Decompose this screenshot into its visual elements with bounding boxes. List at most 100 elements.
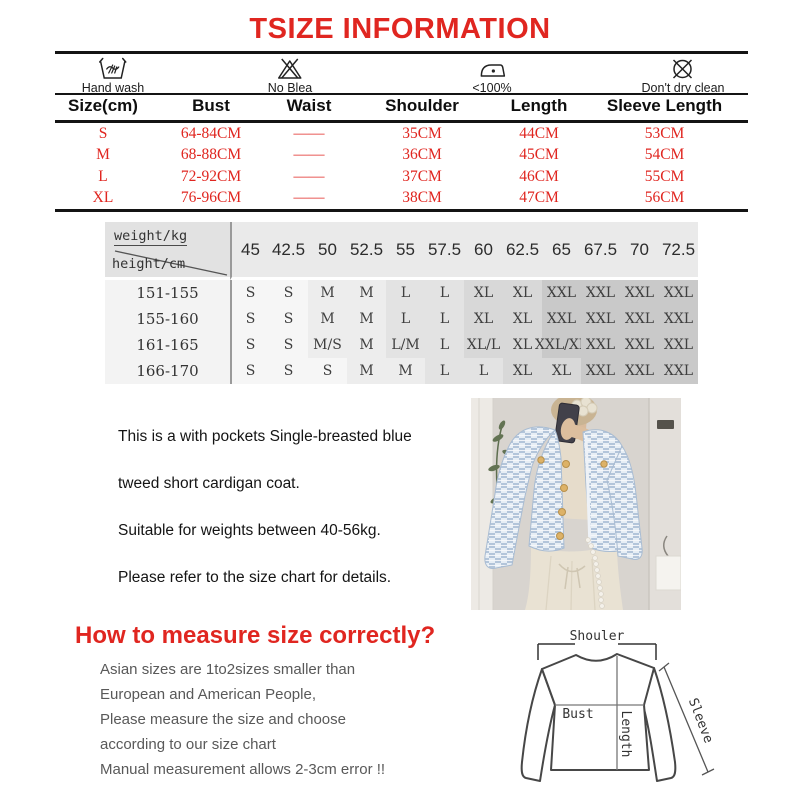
fit-matrix-cell: XL xyxy=(503,280,542,306)
fit-matrix-cell: M xyxy=(386,358,425,384)
right-sleeve-outline xyxy=(642,667,677,782)
description-line: Suitable for weights between 40-56kg. xyxy=(118,522,381,539)
iron-max-icon xyxy=(480,64,505,77)
corner-weight-label: weight/kg xyxy=(114,228,188,246)
fit-matrix-weight-header: 65 xyxy=(542,222,581,280)
description-line: Please refer to the size chart for detai… xyxy=(118,569,392,586)
fit-matrix-cell: XXL xyxy=(581,306,620,332)
size-table-cell: 54CM xyxy=(644,146,685,164)
sleeve-line xyxy=(663,666,709,773)
fit-matrix-cell: XXL xyxy=(659,332,698,358)
size-table-row: M 68-88CM —— 36CM 45CM 54CM xyxy=(55,145,748,167)
fit-matrix-cell: XL xyxy=(503,332,542,358)
size-table-size: M xyxy=(96,146,110,164)
fit-matrix-weight-header: 42.5 xyxy=(269,222,308,280)
size-table-row: L 72-92CM —— 37CM 46CM 55CM xyxy=(55,166,748,188)
fit-matrix-cell: XXL xyxy=(620,358,659,384)
fit-matrix-weight-header: 60 xyxy=(464,222,503,280)
size-table-cell: 47CM xyxy=(519,189,559,207)
fit-matrix-cell: S xyxy=(269,332,308,358)
care-item-no-bleach: No Blea xyxy=(268,57,312,95)
size-table-header: Length xyxy=(510,95,568,115)
fit-matrix-cell: M/S xyxy=(308,332,347,358)
fit-matrix-cell: XXL xyxy=(581,280,620,306)
description-line: tweed short cardigan coat. xyxy=(118,475,300,492)
fit-matrix-cell: L xyxy=(425,358,464,384)
care-label: Hand wash xyxy=(81,81,145,95)
fit-matrix-cell: L xyxy=(464,358,503,384)
fit-matrix-cell: M xyxy=(308,280,347,306)
size-table-size: S xyxy=(98,124,108,142)
fit-matrix-corner: weight/kg height/cm xyxy=(105,222,230,280)
body-outline xyxy=(541,653,655,771)
measure-note-line: Asian sizes are 1to2sizes smaller than xyxy=(100,661,356,678)
no-dry-clean-icon xyxy=(673,59,693,79)
fit-matrix-cell: S xyxy=(308,358,347,384)
size-table-cell: 56CM xyxy=(644,189,685,207)
fit-matrix-weight-header: 52.5 xyxy=(347,222,386,280)
size-table-row: S 64-84CM —— 35CM 44CM 53CM xyxy=(55,123,748,145)
fit-matrix-cell: L xyxy=(386,280,425,306)
fit-matrix-cell: XXL xyxy=(581,358,620,384)
size-table-cell: —— xyxy=(293,146,325,164)
fit-matrix-cell: XXL xyxy=(581,332,620,358)
size-table-cell: 38CM xyxy=(402,189,442,207)
fit-matrix-cell: XXL xyxy=(620,306,659,332)
fit-matrix-cell: XL xyxy=(464,280,503,306)
shoulder-label: Shouler xyxy=(570,629,625,644)
size-table-cell: 72-92CM xyxy=(180,167,242,185)
size-table-size: XL xyxy=(92,189,114,207)
measure-note-line: European and American People, xyxy=(100,686,316,703)
hand-wash-icon xyxy=(99,57,127,79)
fit-matrix-cell: L xyxy=(425,306,464,332)
fit-matrix-cell: S xyxy=(230,306,269,332)
length-label: Length xyxy=(618,711,633,758)
size-table-cell: 53CM xyxy=(644,124,685,142)
care-label: No Blea xyxy=(267,81,313,95)
size-table-cell: 76-96CM xyxy=(180,189,242,207)
fit-matrix-cell: M xyxy=(347,280,386,306)
fit-matrix-weight-header: 57.5 xyxy=(425,222,464,280)
size-table-cell: —— xyxy=(293,124,325,142)
care-label: Don't dry clean xyxy=(641,81,725,95)
fit-matrix-cell: S xyxy=(269,306,308,332)
care-item-iron: <100% xyxy=(472,57,512,95)
fit-matrix-cell: XXL xyxy=(659,280,698,306)
fit-matrix-weight-header: 45 xyxy=(230,222,269,280)
fit-matrix-cell: M xyxy=(347,306,386,332)
fit-matrix-cell: S xyxy=(230,332,269,358)
size-table-cell: 68-88CM xyxy=(180,146,242,164)
size-table-header: Size(cm) xyxy=(68,95,138,115)
size-table-cell: 45CM xyxy=(519,146,559,164)
fit-matrix-height-header: 161-165 xyxy=(105,332,230,358)
size-table-cell: 46CM xyxy=(519,167,559,185)
care-item-hand-wash: Hand wash xyxy=(81,57,145,95)
fit-matrix-cell: L xyxy=(425,280,464,306)
size-table-cell: —— xyxy=(293,167,325,185)
measure-heading: How to measure size correctly? xyxy=(75,622,436,649)
size-table-cell: 36CM xyxy=(402,146,442,164)
fit-matrix-cell: XL xyxy=(464,306,503,332)
fit-matrix-cell: XXL xyxy=(542,306,581,332)
fit-matrix: weight/kg height/cm 45 42.5 50 52.5 55 57.5 60… xyxy=(105,222,698,384)
sleeve-label: Sleeve xyxy=(685,696,716,745)
fit-matrix-cell: XL xyxy=(542,358,581,384)
fit-matrix-cell: XXL xyxy=(659,306,698,332)
size-table-header: Sleeve Length xyxy=(606,95,723,115)
fit-matrix-cell: XL/L xyxy=(464,332,503,358)
diagonal-divider xyxy=(114,250,228,276)
size-table-cell: 35CM xyxy=(402,124,442,142)
fit-matrix-cell: M xyxy=(308,306,347,332)
no-bleach-icon xyxy=(278,58,302,79)
measure-notes: Asian sizes are 1to2sizes smaller than E… xyxy=(100,657,385,782)
care-label: <100% xyxy=(472,81,512,95)
fit-matrix-cell: XL xyxy=(503,306,542,332)
size-table-size: L xyxy=(98,167,108,185)
fit-matrix-height-header: 151-155 xyxy=(105,280,230,306)
bust-label: Bust xyxy=(562,707,593,722)
left-sleeve-outline xyxy=(520,668,556,782)
fit-matrix-height-header: 166-170 xyxy=(105,358,230,384)
fit-matrix-cell: XL xyxy=(503,358,542,384)
fit-matrix-weight-header: 55 xyxy=(386,222,425,280)
